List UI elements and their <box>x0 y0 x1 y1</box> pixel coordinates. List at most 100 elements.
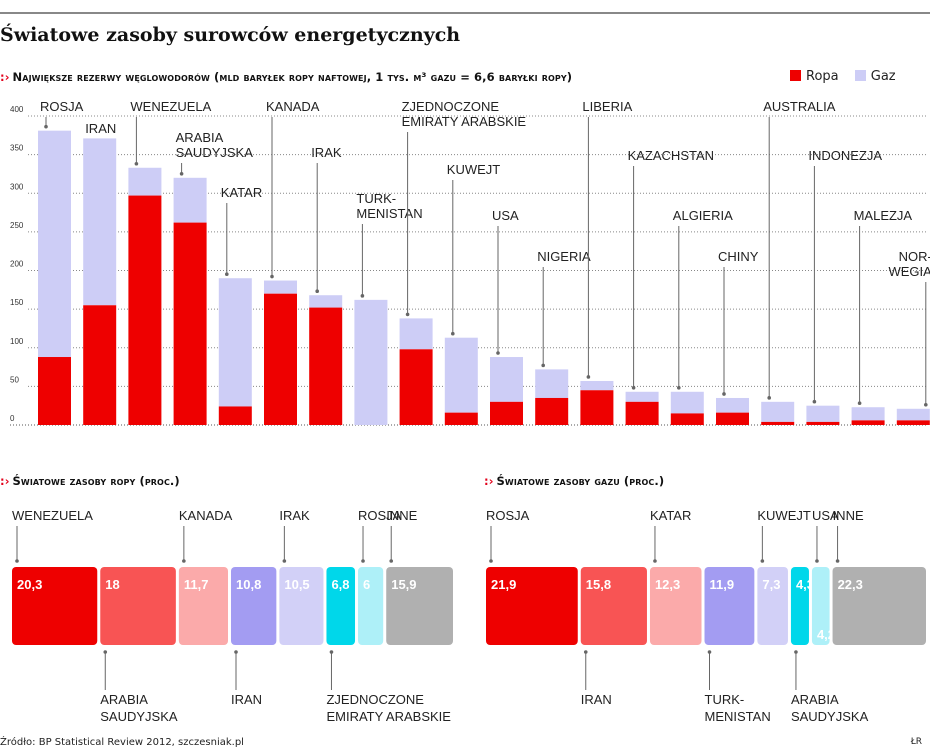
legend-swatch-oil <box>790 70 801 81</box>
category-label: LIBERIA <box>582 99 632 114</box>
oil-chart-subtitle: :› Światowe zasoby ropy (proc.) <box>0 474 180 488</box>
oil-share-segment-value: 11,7 <box>184 577 209 592</box>
category-label: KAZACHSTAN <box>628 148 714 163</box>
gas-share-leader-dot <box>653 559 657 563</box>
oil-share-segment <box>231 567 277 645</box>
y-tick-label: 50 <box>10 375 19 384</box>
bar-oil <box>264 293 297 425</box>
oil-share-segment-value: 10,5 <box>284 577 309 592</box>
legend-label-gas: Gaz <box>870 69 896 84</box>
bar-oil <box>806 421 840 425</box>
bar-gas <box>264 280 297 294</box>
gas-share-segment-label: IRAN <box>581 692 612 707</box>
oil-share-leader-dot <box>282 559 287 563</box>
category-label: SAUDYJSKA <box>176 145 254 160</box>
subtitle-marker-icon: :› <box>0 474 10 488</box>
leader-dot <box>924 402 928 407</box>
gas-share-segment <box>704 567 755 645</box>
category-label: KUWEJT <box>447 162 501 177</box>
oil-share-leader-dot <box>103 650 108 654</box>
legend-item-gas: Gaz <box>854 69 896 84</box>
bar-oil <box>490 401 523 425</box>
category-label: EMIRATY ARABSKIE <box>402 114 527 129</box>
bar-gas <box>354 299 388 425</box>
oil-share-segment-value: 18 <box>105 577 119 592</box>
bar-gas <box>218 278 252 407</box>
bar-oil <box>399 349 433 425</box>
bar-oil <box>896 420 930 425</box>
gas-share-segment-value: 12,3 <box>655 577 680 592</box>
category-label: ZJEDNOCZONE <box>402 99 500 114</box>
subtitle-marker-icon: :› <box>484 474 494 488</box>
oil-share-segment-label: EMIRATY ARABSKIE <box>326 709 451 724</box>
leader-dot <box>767 396 771 400</box>
gas-share-segment <box>486 567 578 645</box>
bar-gas <box>535 369 569 398</box>
oil-share-segment-value: 20,3 <box>17 577 42 592</box>
category-label: IRAN <box>85 121 116 136</box>
oil-share-segment-label: ZJEDNOCZONE <box>326 692 424 707</box>
oil-share-segment <box>12 567 98 645</box>
oil-share-leader-dot <box>182 559 186 563</box>
category-label: WENEZUELA <box>130 99 211 114</box>
leader-dot <box>315 289 320 294</box>
bar-gas <box>309 295 343 308</box>
gas-share-segment <box>832 567 926 645</box>
category-label: MALEZJA <box>854 208 913 223</box>
oil-share-segment <box>358 567 384 645</box>
bar-gas <box>580 380 614 391</box>
oil-share-segment <box>178 567 228 645</box>
bar-oil <box>173 222 207 425</box>
leader-dot <box>451 331 455 336</box>
gas-share-leader-dot <box>583 650 588 654</box>
leader-dot <box>541 363 545 368</box>
oil-share-segment-label: IRAN <box>231 692 262 707</box>
oil-share-segment-label: SAUDYJSKA <box>100 709 178 724</box>
gas-share-segment-value: 15,8 <box>586 577 611 592</box>
bar-oil <box>128 195 162 425</box>
bar-gas <box>38 130 71 358</box>
category-label: NOR- <box>899 249 930 264</box>
category-label: KATAR <box>221 185 262 200</box>
leader-dot <box>134 161 139 166</box>
y-tick-label: 300 <box>10 182 24 191</box>
subtitle-marker-icon: :› <box>0 70 10 84</box>
category-label: USA <box>492 208 519 223</box>
main-chart-subtitle: :› Największe rezerwy węglowodorów (mld b… <box>0 70 572 84</box>
leader-dot <box>270 274 274 279</box>
bar-gas <box>761 401 795 422</box>
source-note: Źródło: BP Statistical Review 2012, szcz… <box>0 737 244 748</box>
y-tick-label: 0 <box>10 414 15 423</box>
oil-share-segment-value: 6 <box>363 577 370 592</box>
oil-share-leader-dot <box>15 559 19 563</box>
bar-oil <box>851 420 885 425</box>
oil-share-segment-label: KANADA <box>179 508 233 523</box>
y-tick-label: 150 <box>10 298 24 307</box>
gas-share-segment-value: 7,3 <box>762 577 780 592</box>
oil-share-segment <box>386 567 453 645</box>
oil-share-segment-label: ROSJA <box>358 508 402 523</box>
leader-dot <box>631 385 636 390</box>
oil-share-leader-dot <box>234 650 238 654</box>
gas-share-segment-label: MENISTAN <box>705 709 771 724</box>
bar-oil <box>670 413 704 425</box>
bar-gas <box>716 397 749 413</box>
gas-share-leader-dot <box>794 650 798 654</box>
gas-share-segment-value: 21,9 <box>491 577 516 592</box>
page-title: Światowe zasoby surowców energetycznych <box>0 24 461 46</box>
bar-gas <box>399 318 433 350</box>
gas-chart-subtitle: :› Światowe zasoby gazu (proc.) <box>484 474 664 488</box>
bar-gas <box>490 357 523 402</box>
y-tick-label: 350 <box>10 144 24 153</box>
oil-share-segment-label: WENEZUELA <box>12 508 93 523</box>
category-label: ARABIA <box>176 130 224 145</box>
category-label: TURK- <box>356 191 396 206</box>
category-label: ALGIERIA <box>673 208 733 223</box>
top-rule <box>0 12 930 14</box>
leader-dot <box>722 392 726 396</box>
bar-gas <box>896 408 930 421</box>
gas-share-leader-dot <box>760 559 765 563</box>
leader-dot <box>586 375 591 379</box>
bar-gas <box>670 391 704 414</box>
bar-oil <box>761 421 795 425</box>
